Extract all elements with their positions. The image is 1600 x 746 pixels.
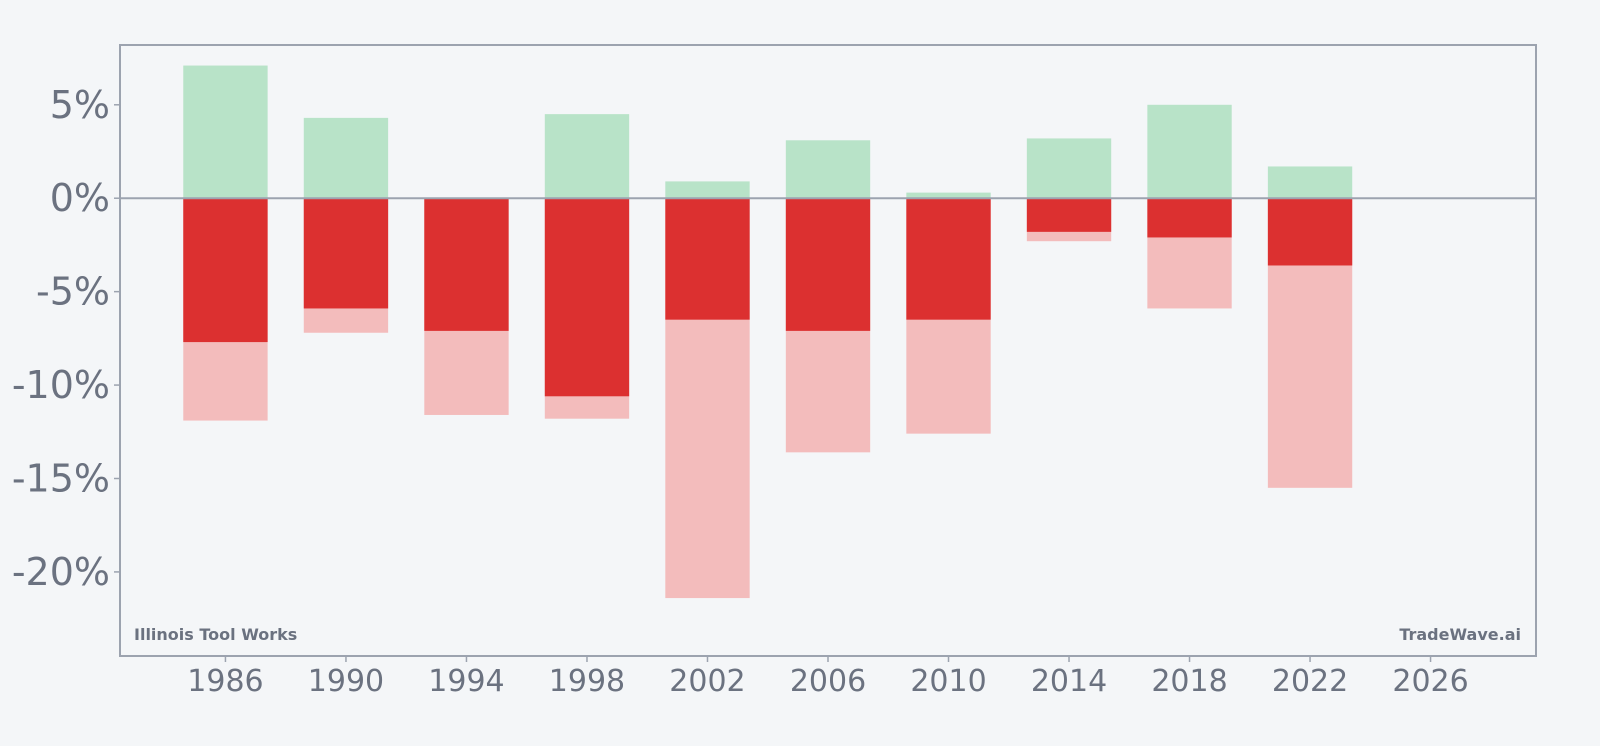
gain-bar-1990 [303,117,389,199]
inner-loss-bar-1990 [303,198,389,309]
x-tick-label: 2018 [1151,664,1227,699]
inner-loss-bar-2014 [1026,198,1112,232]
gain-bar-2014 [1026,138,1112,199]
y-axis: 5% 0% -5% -10% -15% -20% [12,83,120,594]
x-tick-label: 2014 [1031,664,1107,699]
inner-loss-bar-2002 [665,198,750,320]
gain-bar-2002 [665,181,750,199]
company-watermark: Illinois Tool Works [134,625,297,644]
y-tick-label: -5% [36,270,110,314]
inner-loss-bar-1994 [424,198,509,331]
gain-bar-2010 [906,192,991,199]
inner-loss-bar-2006 [785,198,871,331]
brand-watermark: TradeWave.ai [1399,625,1521,644]
x-tick-label: 2010 [910,664,986,699]
inner-loss-bar-1986 [183,198,268,343]
x-tick-label: 1994 [428,664,504,699]
x-tick-label: 1998 [549,664,625,699]
inner-loss-bar-2022 [1267,198,1353,266]
gain-bar-1986 [183,65,268,199]
bars-layer [183,65,1353,599]
inner-loss-bar-2018 [1147,198,1232,238]
x-tick-label: 1986 [187,664,263,699]
y-tick-label: -20% [12,550,110,594]
gain-bar-2006 [785,140,871,199]
x-tick-label: 2026 [1392,664,1468,699]
gain-bar-2022 [1267,166,1353,199]
y-tick-label: -15% [12,456,110,500]
y-tick-label: 0% [50,176,110,220]
y-tick-label: -10% [12,363,110,407]
x-tick-label: 2002 [669,664,745,699]
gain-bar-1998 [544,114,630,199]
gain-bar-2018 [1147,104,1232,199]
x-tick-label: 2022 [1272,664,1348,699]
x-tick-label: 1990 [308,664,384,699]
y-tick-label: 5% [50,83,110,127]
inner-loss-bar-2010 [906,198,991,320]
x-tick-label: 2006 [790,664,866,699]
x-axis: 1986 1990 1994 1998 2002 2006 2010 2014 2018 2022… [187,656,1469,699]
inner-loss-bar-1998 [544,198,630,397]
